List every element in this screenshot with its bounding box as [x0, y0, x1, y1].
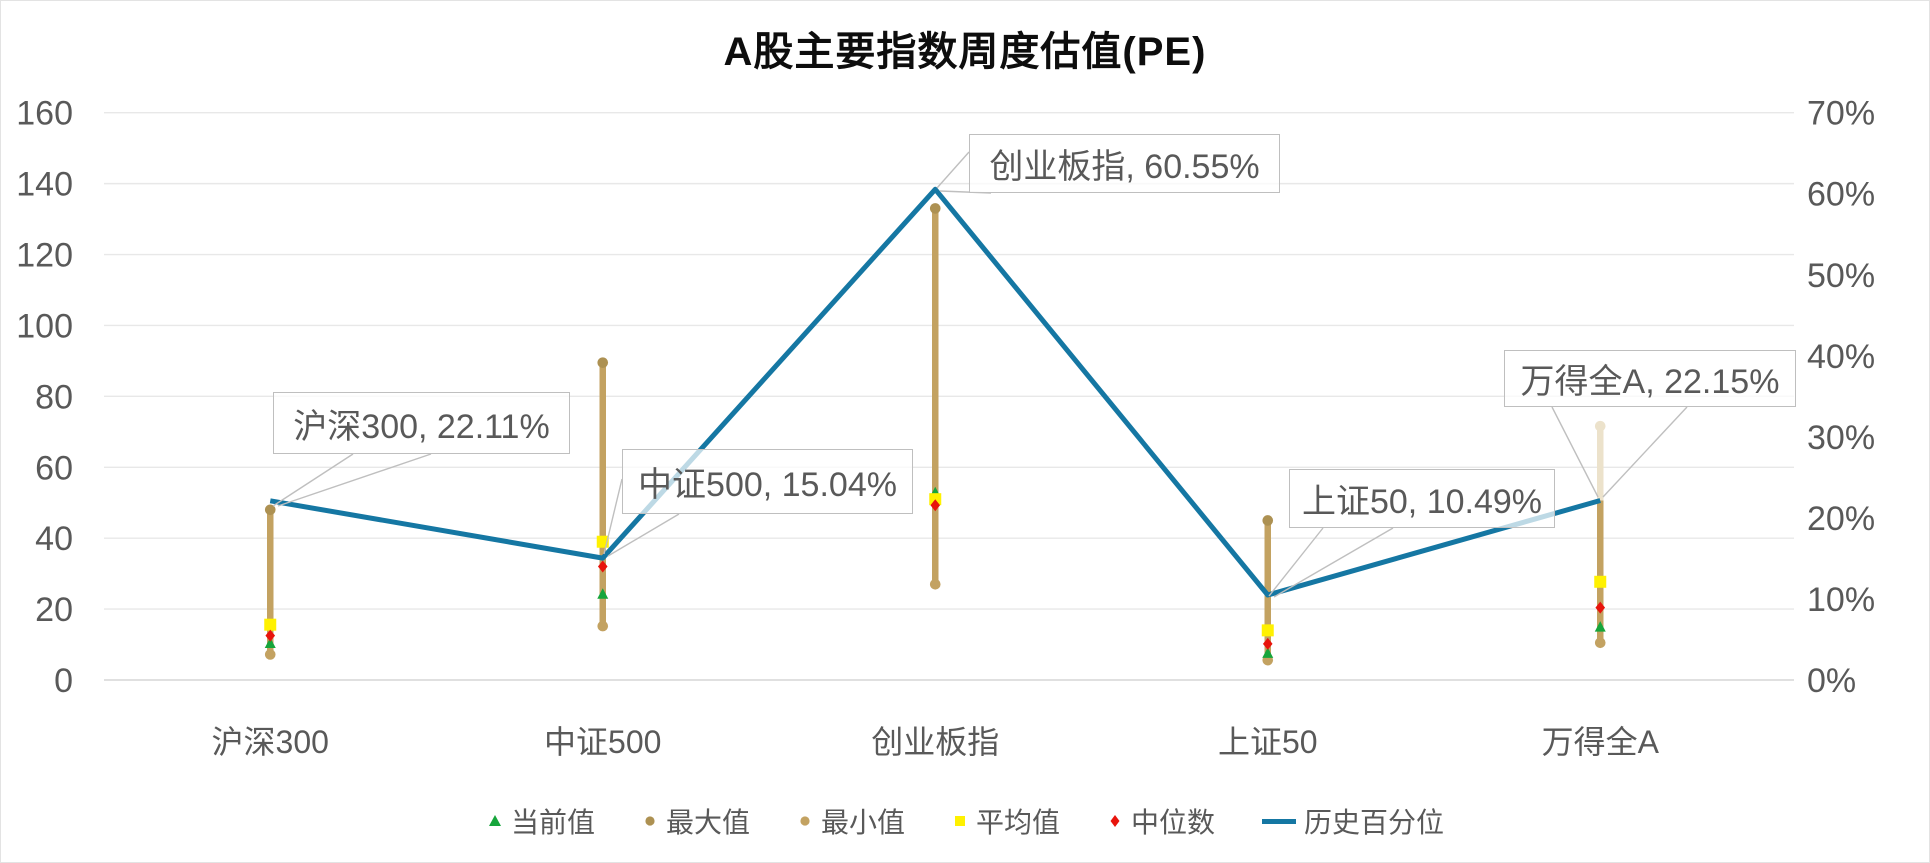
- right-axis-tick-label: 20%: [1807, 500, 1875, 538]
- category-label: 沪深300: [212, 724, 329, 760]
- legend-marker-square-icon: [951, 812, 969, 830]
- median-marker: [597, 560, 608, 573]
- median-marker: [1595, 601, 1606, 614]
- left-axis-tick-label: 20: [35, 591, 73, 629]
- average-marker: [1594, 575, 1607, 588]
- data-label-callout: 上证50, 10.49%: [1289, 469, 1555, 528]
- callout-leader-line: [277, 453, 432, 507]
- data-label-callout: 万得全A, 22.15%: [1504, 350, 1796, 407]
- min-marker: [1594, 637, 1606, 649]
- right-axis-tick-label: 60%: [1807, 176, 1875, 214]
- data-label-callout: 中证500, 15.04%: [622, 449, 913, 514]
- percentile-line: [269, 186, 1601, 598]
- median-marker: [930, 499, 941, 512]
- legend-label: 历史百分位: [1304, 807, 1445, 838]
- min-marker: [597, 620, 609, 632]
- category-label: 中证500: [544, 724, 661, 760]
- legend-item: 历史百分位: [1261, 801, 1444, 841]
- max-marker: [1594, 420, 1606, 432]
- legend-label: 当前值: [510, 807, 595, 838]
- category-label: 万得全A: [1542, 724, 1660, 760]
- right-axis-tick-label: 40%: [1807, 338, 1875, 376]
- max-marker: [264, 504, 276, 516]
- callout-leader-line: [1602, 406, 1688, 498]
- max-marker: [597, 357, 609, 368]
- right-axis-tick-label: 70%: [1807, 95, 1875, 133]
- left-axis-tick-label: 80: [35, 378, 73, 416]
- callout-leader-line: [936, 151, 970, 189]
- legend-label: 最大值: [665, 807, 750, 838]
- callout-leader-line: [607, 513, 680, 557]
- right-axis-tick-label: 10%: [1807, 581, 1875, 619]
- callout-leader-line: [603, 478, 623, 555]
- left-axis-tick-label: 100: [16, 307, 73, 345]
- current-marker: [264, 637, 276, 648]
- left-axis-tick-label: 60: [35, 449, 73, 487]
- callout-leader-line: [1551, 406, 1599, 498]
- current-marker: [1594, 621, 1606, 632]
- left-axis-tick-label: 40: [35, 520, 73, 558]
- data-label-callout: 沪深300, 22.11%: [273, 392, 570, 454]
- current-marker: [597, 588, 609, 599]
- median-marker: [265, 629, 276, 642]
- current-marker: [1262, 647, 1274, 658]
- legend-item: 最大值: [641, 801, 750, 841]
- callout-leader-line: [1273, 527, 1394, 598]
- left-axis-tick-label: 140: [16, 166, 73, 204]
- max-marker: [1262, 515, 1274, 526]
- min-marker: [929, 578, 941, 590]
- data-label-callout: 创业板指, 60.55%: [969, 134, 1280, 193]
- left-axis-tick-label: 120: [16, 237, 73, 275]
- min-marker: [264, 649, 276, 660]
- left-axis-tick-label: 160: [16, 95, 73, 133]
- legend-label: 最小值: [820, 807, 905, 838]
- legend-marker-line-icon: [1261, 812, 1297, 830]
- right-axis-tick-label: 0%: [1807, 662, 1856, 700]
- average-marker: [929, 493, 942, 506]
- legend-item: 当前值: [486, 801, 595, 841]
- max-marker: [929, 203, 941, 214]
- legend-marker-triangle-icon: [486, 812, 504, 830]
- average-marker: [264, 618, 277, 631]
- average-marker: [1261, 624, 1274, 637]
- median-marker: [1262, 637, 1273, 650]
- right-axis-tick-label: 30%: [1807, 419, 1875, 457]
- legend-marker-diamond-icon: [1106, 812, 1124, 830]
- callout-leader-line: [272, 453, 354, 507]
- legend-marker-circle-icon: [796, 812, 814, 830]
- chart-legend: 当前值 最大值 最小值 平均值 中位数 历史百分位: [1, 801, 1929, 841]
- legend-item: 中位数: [1106, 801, 1215, 841]
- legend-item: 平均值: [951, 801, 1060, 841]
- right-axis-tick-label: 50%: [1807, 257, 1875, 295]
- legend-label: 平均值: [976, 807, 1061, 838]
- category-label: 创业板指: [871, 724, 999, 760]
- category-label: 上证50: [1218, 724, 1318, 760]
- legend-item: 最小值: [796, 801, 905, 841]
- left-axis-tick-label: 0: [54, 662, 73, 700]
- legend-marker-circle-icon: [641, 812, 659, 830]
- callout-leader-line: [1268, 527, 1324, 597]
- chart-title: A股主要指数周度估值(PE): [723, 30, 1207, 74]
- legend-label: 中位数: [1131, 807, 1216, 838]
